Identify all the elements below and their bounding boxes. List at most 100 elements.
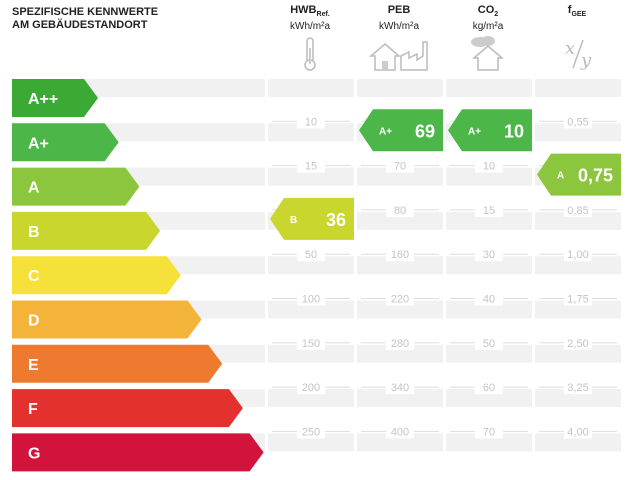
hwb-unit: kWh/m²a [290, 21, 330, 33]
result-marker-co2 [448, 109, 532, 152]
column-cell-bg [268, 344, 354, 363]
column-cell-bg [446, 167, 532, 186]
class-label: B [28, 224, 40, 241]
class-row-bg [12, 211, 265, 230]
class-row-bg [12, 123, 265, 142]
tick-label-peb: 280 [391, 338, 409, 350]
column-head-fgee: fGEE [535, 4, 619, 21]
result-marker-peb [359, 109, 443, 152]
column-cell-bg [446, 79, 532, 97]
svg-text:x: x [565, 38, 575, 59]
column-cell-bg [535, 79, 621, 97]
result-class-hwb: B [290, 215, 297, 226]
svg-text:y: y [580, 50, 592, 71]
class-arrow-g [12, 433, 264, 472]
tick-label-bg [475, 380, 503, 395]
fgee-name: f [567, 4, 572, 16]
tick-label-bg [297, 291, 325, 306]
column-cell-bg [535, 433, 621, 452]
hwb-sub: Ref. [316, 11, 330, 19]
column-head-hwb: HWBRef. kWh/m²a [268, 4, 352, 33]
thermometer-icon [304, 37, 316, 71]
class-arrow-aplusplus [12, 79, 98, 117]
column-cell-bg [446, 344, 532, 363]
column-cell-bg [535, 300, 621, 319]
house-factory-icon [368, 41, 428, 71]
class-arrow-b [12, 211, 161, 250]
co2-sub: 2 [494, 11, 499, 19]
tick-label-bg [297, 380, 325, 395]
column-head-peb: PEB kWh/m²a [357, 4, 441, 33]
column-cell-bg [357, 256, 443, 275]
tick-label-hwb: 200 [302, 382, 320, 394]
class-row-bg [12, 300, 265, 319]
tick-label-bg [564, 380, 592, 395]
column-cell-bg [357, 433, 443, 452]
class-arrow-d [12, 300, 202, 339]
tick-label-hwb: 50 [305, 249, 317, 261]
tick-label-bg [475, 202, 503, 217]
tick-label-bg [386, 335, 414, 350]
tick-label-bg [475, 158, 503, 173]
peb-unit: kWh/m²a [379, 21, 419, 33]
tick-label-bg [475, 335, 503, 350]
tick-label-hwb: 250 [302, 426, 320, 438]
tick-label-bg [564, 335, 592, 350]
column-cell-bg [268, 211, 354, 230]
peb-name: PEB [387, 4, 411, 16]
panel-title-line1: SPEZIFISCHE KENNWERTE [12, 6, 159, 18]
result-value-peb: 69 [415, 121, 435, 141]
class-row-bg [12, 433, 265, 452]
fgee-sub: GEE [571, 11, 587, 19]
class-row-bg [12, 389, 265, 408]
tick-label-hwb: 100 [302, 294, 320, 306]
result-value-hwb: 36 [326, 210, 346, 230]
tick-label-bg [564, 291, 592, 306]
co2-name: CO [477, 4, 495, 16]
column-cell-bg [268, 433, 354, 452]
tick-label-bg [386, 380, 414, 395]
tick-label-co2: 15 [483, 205, 495, 217]
tick-label-peb: 340 [391, 382, 409, 394]
class-arrow-f [12, 389, 243, 428]
tick-label-fgee: 2,50 [567, 338, 588, 350]
tick-label-bg [564, 424, 592, 439]
class-arrow-c [12, 256, 181, 295]
result-marker-hwb [270, 197, 354, 240]
column-cell-bg [357, 79, 443, 97]
tick-label-peb: 160 [391, 249, 409, 261]
column-cell-bg [268, 123, 354, 142]
panel-title-line2: AM GEBÄUDESTANDORT [12, 19, 148, 31]
tick-label-bg [475, 114, 503, 129]
result-class-fgee: A [557, 171, 564, 182]
tick-label-co2: 60 [483, 382, 495, 394]
column-cell-bg [268, 256, 354, 275]
tick-label-hwb: 15 [305, 161, 317, 173]
column-cell-bg [357, 344, 443, 363]
tick-label-bg [564, 247, 592, 262]
column-cell-bg [268, 167, 354, 186]
class-arrow-e [12, 344, 223, 383]
column-cell-bg [446, 389, 532, 408]
result-class-peb: A+ [379, 126, 392, 137]
column-cell-bg [357, 211, 443, 230]
column-head-co2: CO2 kg/m²a [446, 4, 530, 33]
column-cell-bg [446, 256, 532, 275]
tick-label-bg [386, 158, 414, 173]
result-class-co2: A+ [468, 126, 481, 137]
column-cell-bg [268, 389, 354, 408]
x-over-y-icon: x y [565, 38, 592, 71]
column-cell-bg [446, 211, 532, 230]
column-cell-bg [357, 167, 443, 186]
column-cell-bg [535, 389, 621, 408]
tick-label-co2: 40 [483, 294, 495, 306]
class-row-bg [12, 344, 265, 363]
tick-label-co2: 8 [486, 116, 492, 128]
tick-label-hwb: 10 [305, 116, 317, 128]
column-cell-bg [535, 344, 621, 363]
tick-label-peb: 70 [394, 161, 406, 173]
tick-label-bg [386, 424, 414, 439]
column-cell-bg [446, 300, 532, 319]
column-cell-bg [357, 389, 443, 408]
